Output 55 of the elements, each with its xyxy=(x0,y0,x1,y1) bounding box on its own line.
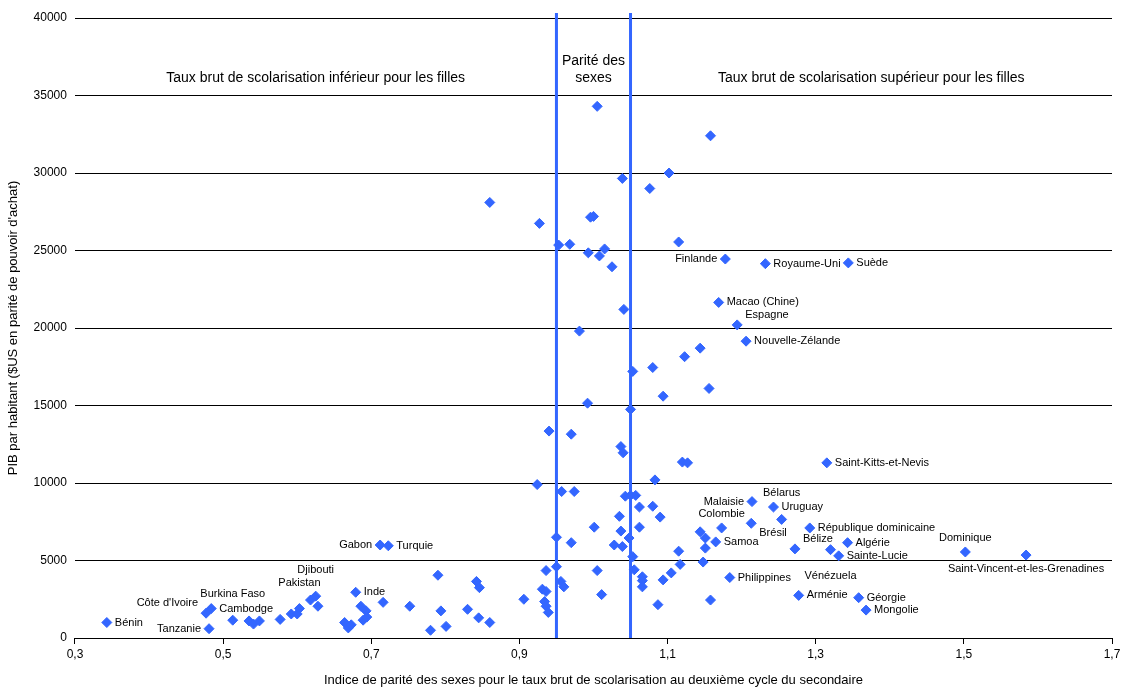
x-tick-label: 0,3 xyxy=(66,646,84,661)
y-axis-title: PIB par habitant ($US en parité de pouvoir d'achat) xyxy=(5,180,21,476)
annotation: Sainte-Lucie xyxy=(846,548,908,561)
annotation: Burkina Faso xyxy=(200,587,266,600)
annotation: Uruguay xyxy=(781,500,824,513)
annotation: Finlande xyxy=(675,252,718,265)
annotation: Vénézuela xyxy=(804,568,858,581)
y-tick-label: 0 xyxy=(60,630,68,645)
y-tick-label: 10000 xyxy=(33,475,68,490)
annotation: Colombie xyxy=(698,506,745,519)
annotation: Brésil xyxy=(759,526,787,539)
annotation: Dominique xyxy=(939,531,992,544)
annotation: Nouvelle-Zélande xyxy=(754,334,841,347)
annotation: République dominicaine xyxy=(817,520,936,533)
annotation: Gabon xyxy=(339,538,373,551)
annotation: Parité des sexes xyxy=(561,52,626,85)
annotation: Malaisie xyxy=(703,494,745,507)
annotation: Tanzanie xyxy=(157,621,202,634)
annotation: Turquie xyxy=(396,538,434,551)
x-axis-title: Indice de parité des sexes pour le taux brut de scolarisation au deuxième cycle du secondaire xyxy=(323,671,864,687)
annotation: Saint-Kitts-et-Nevis xyxy=(834,455,930,468)
annotation: Bénin xyxy=(114,615,143,628)
annotation: Saint-Vincent-et-les-Grenadines xyxy=(947,562,1105,575)
x-tick-label: 0,5 xyxy=(214,646,232,661)
annotation: Suède xyxy=(856,255,889,268)
annotation: Samoa xyxy=(723,534,760,547)
annotation: Pakistan xyxy=(278,575,321,588)
annotation: Djibouti xyxy=(297,563,335,576)
annotation: Bélarus xyxy=(762,486,801,499)
x-tick-label: 0,9 xyxy=(511,646,529,661)
x-tick-label: 1,3 xyxy=(807,646,825,661)
annotation: Royaume-Uni xyxy=(773,256,841,269)
annotation: Espagne xyxy=(745,307,789,320)
annotation: Philippines xyxy=(737,570,792,583)
y-tick-label: 35000 xyxy=(33,87,68,102)
y-tick-label: 20000 xyxy=(33,320,68,335)
annotation: Cambodge xyxy=(219,601,274,614)
x-tick-label: 1,1 xyxy=(659,646,677,661)
annotation: Taux brut de scolarisation supérieur pour les filles xyxy=(717,69,1025,85)
annotation: Macao (Chine) xyxy=(726,295,799,308)
annotation: Arménie xyxy=(806,588,848,601)
y-tick-label: 25000 xyxy=(33,242,68,257)
annotation: Taux brut de scolarisation inférieur pour les filles xyxy=(166,69,466,85)
x-tick-label: 0,7 xyxy=(362,646,380,661)
y-tick-label: 15000 xyxy=(33,397,68,412)
x-tick-label: 1,7 xyxy=(1103,646,1121,661)
y-tick-label: 40000 xyxy=(33,10,68,25)
annotation: Géorgie xyxy=(866,590,906,603)
annotation: Mongolie xyxy=(874,603,919,616)
annotation: Algérie xyxy=(855,535,890,548)
annotation: Côte d'Ivoire xyxy=(136,596,199,609)
y-tick-label: 5000 xyxy=(40,552,68,567)
x-tick-label: 1,5 xyxy=(955,646,973,661)
y-tick-label: 30000 xyxy=(33,165,68,180)
annotation: Inde xyxy=(363,585,386,598)
